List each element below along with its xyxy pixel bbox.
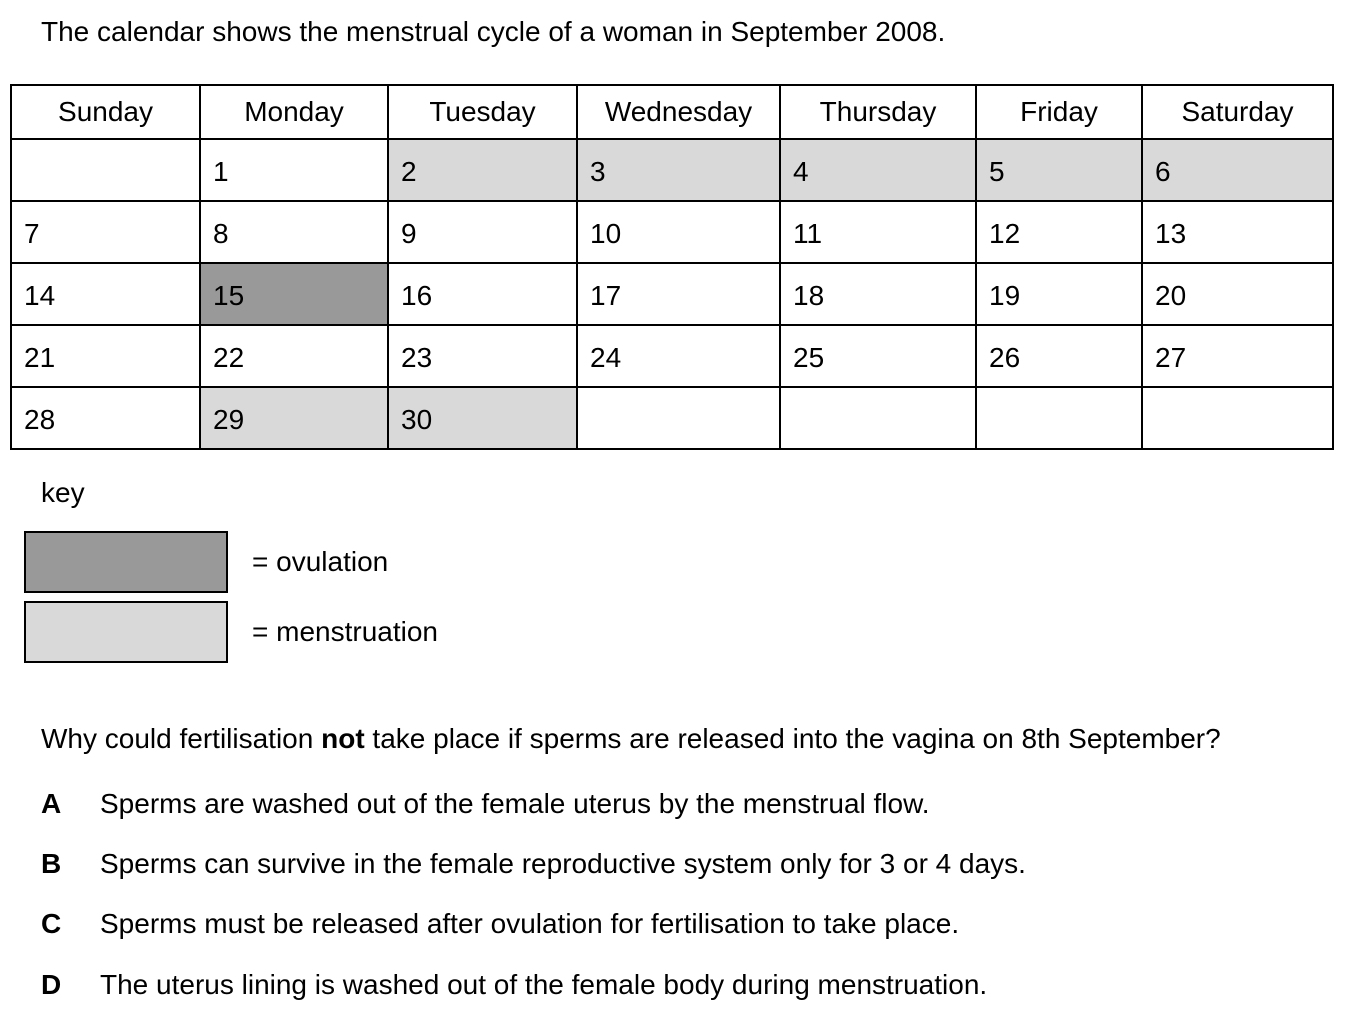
calendar-day-cell: 5: [975, 138, 1143, 202]
key-text-ovulation: = ovulation: [252, 546, 389, 577]
key-text-menstruation: = menstruation: [252, 616, 438, 647]
option-a[interactable]: A Sperms are washed out of the female ute…: [41, 786, 930, 822]
option-b-text: Sperms can survive in the female reprodu…: [100, 848, 1026, 879]
calendar-day-cell: 7: [10, 200, 201, 264]
day-header-saturday: Saturday: [1141, 84, 1334, 140]
key-swatch-menstruation: [24, 601, 228, 663]
calendar-day-cell: 21: [10, 324, 201, 388]
calendar-day-cell: 9: [387, 200, 578, 264]
calendar-table: Sunday Monday Tuesday Wednesday Thursday…: [10, 84, 1334, 450]
calendar-header-row: Sunday Monday Tuesday Wednesday Thursday…: [10, 84, 1334, 140]
option-b[interactable]: B Sperms can survive in the female reprod…: [41, 846, 1026, 882]
calendar-day-cell: 22: [199, 324, 389, 388]
option-a-text: Sperms are washed out of the female uter…: [100, 788, 930, 819]
calendar-day-cell: 17: [576, 262, 781, 326]
calendar-week-row: 14 15 16 17 18 19 20: [10, 262, 1334, 326]
calendar-day-cell: 30: [387, 386, 578, 450]
calendar-day-cell: 29: [199, 386, 389, 450]
day-header-wednesday: Wednesday: [576, 84, 781, 140]
key-label: key: [41, 477, 85, 508]
day-header-thursday: Thursday: [779, 84, 977, 140]
calendar-day-cell: 20: [1141, 262, 1334, 326]
question-text: Why could fertilisation not take place i…: [41, 721, 1221, 757]
calendar-day-cell: 8: [199, 200, 389, 264]
option-d[interactable]: D The uterus lining is washed out of the …: [41, 967, 987, 1003]
calendar-day-cell: 4: [779, 138, 977, 202]
day-header-tuesday: Tuesday: [387, 84, 578, 140]
calendar-empty-cell: [1141, 386, 1334, 450]
calendar-day-cell: 27: [1141, 324, 1334, 388]
calendar-week-row: 28 29 30: [10, 386, 1334, 450]
option-c[interactable]: C Sperms must be released after ovulation…: [41, 906, 959, 942]
day-header-sunday: Sunday: [10, 84, 201, 140]
calendar-body: 1 2 3 4 5 6 7 8 9 10 11 12 13 14 15 16 17 18 19 20 21 22 23 24 2…: [10, 138, 1334, 450]
calendar-day-cell: 13: [1141, 200, 1334, 264]
option-c-text: Sperms must be released after ovulation …: [100, 908, 960, 939]
calendar-day-cell: 16: [387, 262, 578, 326]
calendar-day-cell: 1: [199, 138, 389, 202]
calendar-day-cell: 10: [576, 200, 781, 264]
option-d-text: The uterus lining is washed out of the f…: [100, 969, 988, 1000]
calendar-day-cell: 19: [975, 262, 1143, 326]
calendar-day-cell: 14: [10, 262, 201, 326]
calendar-empty-cell: [975, 386, 1143, 450]
option-b-letter: B: [41, 848, 62, 879]
key-swatch-ovulation: [24, 531, 228, 593]
calendar-empty-cell: [779, 386, 977, 450]
calendar-day-cell: 15: [199, 262, 389, 326]
intro-text: The calendar shows the menstrual cycle o…: [41, 16, 946, 47]
question-part-1: Why could fertilisation: [41, 723, 322, 754]
day-header-friday: Friday: [975, 84, 1143, 140]
calendar-day-cell: 2: [387, 138, 578, 202]
calendar-day-cell: 28: [10, 386, 201, 450]
calendar-day-cell: 12: [975, 200, 1143, 264]
option-c-letter: C: [41, 908, 62, 939]
calendar-day-cell: 23: [387, 324, 578, 388]
day-header-monday: Monday: [199, 84, 389, 140]
calendar-empty-cell: [10, 138, 201, 202]
calendar-day-cell: 25: [779, 324, 977, 388]
calendar-day-cell: 3: [576, 138, 781, 202]
calendar-day-cell: 18: [779, 262, 977, 326]
calendar-day-cell: 26: [975, 324, 1143, 388]
calendar-empty-cell: [576, 386, 781, 450]
option-a-letter: A: [41, 788, 62, 819]
calendar-week-row: 21 22 23 24 25 26 27: [10, 324, 1334, 388]
calendar-day-cell: 11: [779, 200, 977, 264]
calendar-week-row: 7 8 9 10 11 12 13: [10, 200, 1334, 264]
calendar-day-cell: 6: [1141, 138, 1334, 202]
option-d-letter: D: [41, 969, 62, 1000]
question-part-2: take place if sperms are released into t…: [364, 723, 1221, 754]
calendar-day-cell: 24: [576, 324, 781, 388]
question-emphasis: not: [321, 723, 365, 754]
